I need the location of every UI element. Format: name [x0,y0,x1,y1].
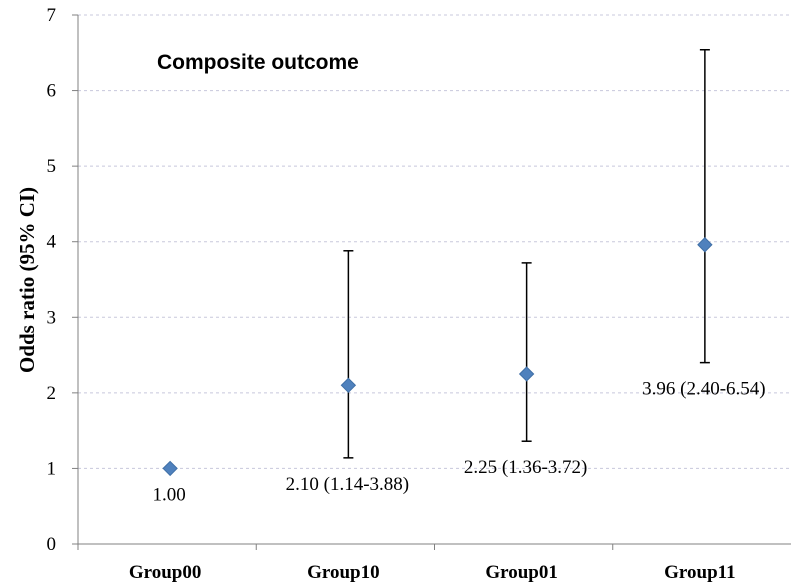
x-category-label: Group11 [664,562,735,582]
data-point-marker [340,377,357,394]
data-label: 2.25 (1.36-3.72) [464,457,587,478]
y-tick-label: 5 [47,156,57,177]
data-labels: 1.00 2.10 (1.14-3.88) 2.25 (1.36-3.72) 3.96… [153,379,766,506]
y-tick-label: 0 [47,534,57,555]
x-category-label: Group00 [129,562,202,582]
y-tick-labels: 0 1 2 3 4 5 6 7 [47,5,57,555]
data-point-marker [162,460,178,477]
chart-title: Composite outcome [157,51,359,74]
axes [72,14,791,550]
y-tick-label: 6 [47,81,57,102]
gridlines [78,14,791,469]
data-points [162,237,713,477]
x-category-labels: Group00 Group10 Group01 Group11 [129,562,736,582]
x-category-label: Group10 [307,562,380,582]
y-tick-label: 2 [47,383,57,404]
x-category-label: Group01 [485,562,558,582]
data-label: 3.96 (2.40-6.54) [642,379,765,400]
error-bars [343,49,710,459]
data-point-marker [518,366,535,382]
y-tick-label: 3 [47,307,57,328]
y-tick-label: 7 [47,5,57,26]
data-point-marker [697,237,713,253]
y-axis-label: Odds ratio (95% CI) [15,187,39,373]
y-tick-label: 4 [47,232,57,253]
data-label: 1.00 [153,484,186,505]
data-label: 2.10 (1.14-3.88) [286,474,409,495]
y-tick-label: 1 [47,458,57,479]
